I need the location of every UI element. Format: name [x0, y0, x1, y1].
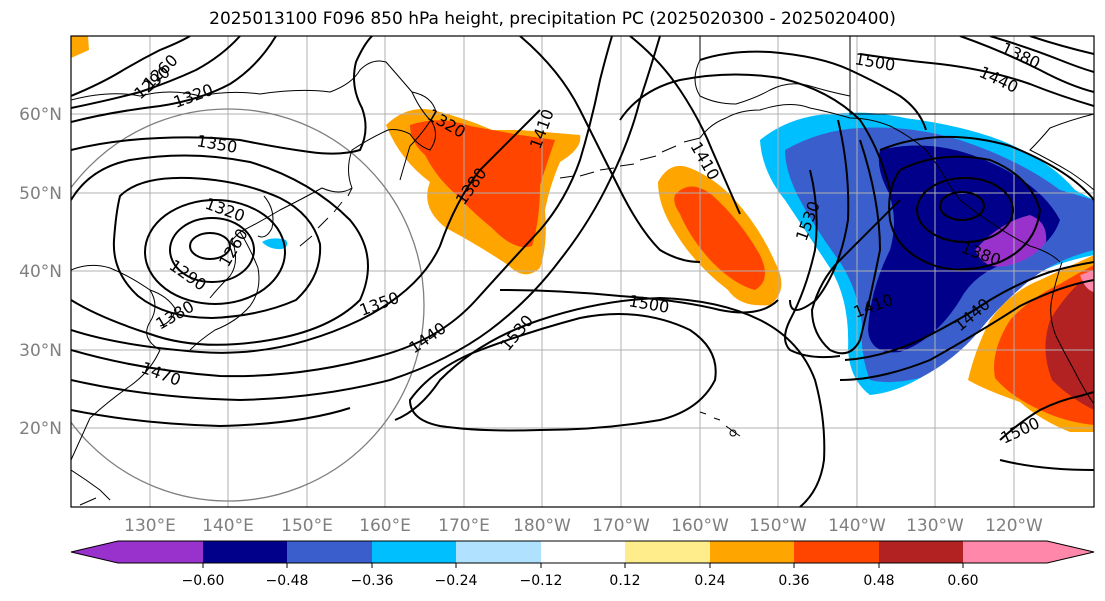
- height-contours: [71, 36, 1094, 507]
- colorbar-segment: [625, 541, 710, 563]
- lon-label: 120°W: [985, 516, 1043, 536]
- latitude-labels: 60°N 50°N 40°N 30°N 20°N: [19, 105, 62, 439]
- lon-label: 150°W: [749, 516, 807, 536]
- colorbar-outline: [70, 540, 1095, 564]
- lon-label: 170°E: [438, 516, 490, 536]
- lat-label: 30°N: [19, 341, 62, 361]
- lat-label: 50°N: [19, 184, 62, 204]
- lat-label: 40°N: [19, 262, 62, 282]
- colorbar-tick-label: 0.60: [947, 573, 978, 589]
- precip-negative-area: [868, 145, 1060, 353]
- colorbar-segment: [456, 541, 541, 563]
- map-frame: [70, 35, 1095, 508]
- colorbar-segment: [71, 541, 118, 563]
- map-area: 1260 1290 1320 1350 1320 1290 1260 1380 …: [71, 36, 1094, 507]
- map-title: 2025013100 F096 850 hPa height, precipit…: [209, 9, 896, 29]
- range-circle: [71, 108, 425, 502]
- lon-label: 130°W: [906, 516, 964, 536]
- longitude-labels: 130°E 140°E 150°E 160°E 170°E 180°W 170°…: [124, 516, 1043, 536]
- coastlines: [71, 36, 1094, 506]
- colorbar-tick-label: 0.12: [609, 573, 640, 589]
- lon-label: 170°W: [592, 516, 650, 536]
- lon-label: 160°E: [359, 516, 411, 536]
- precip-positive-area: [1045, 270, 1094, 410]
- colorbar-segment: [372, 541, 456, 563]
- colorbar-tick-label: −0.48: [266, 573, 309, 589]
- precip-positive-area: [71, 36, 89, 58]
- colorbar-segment: [794, 541, 879, 563]
- precip-positive-area: [674, 186, 765, 290]
- lon-label: 150°E: [281, 516, 333, 536]
- colorbar-tick-label: 0.36: [778, 573, 809, 589]
- colorbar-segment: [287, 541, 372, 563]
- colorbar-segment: [879, 541, 963, 563]
- colorbar-segment: [118, 541, 203, 563]
- colorbar-segment: [541, 541, 625, 563]
- lon-label: 140°W: [828, 516, 886, 536]
- precip-negative-area: [975, 215, 1047, 267]
- lat-label: 20°N: [19, 419, 62, 439]
- lon-label: 140°E: [202, 516, 254, 536]
- colorbar-tick-label: −0.12: [520, 573, 563, 589]
- colorbar-segment: [1047, 541, 1094, 563]
- lon-label: 130°E: [124, 516, 176, 536]
- lon-label: 160°W: [671, 516, 729, 536]
- colorbar-segment: [710, 541, 794, 563]
- lat-label: 60°N: [19, 105, 62, 125]
- colorbar-tick-label: 0.48: [863, 573, 894, 589]
- colorbar-segment: [203, 541, 287, 563]
- lon-label: 180°W: [513, 516, 571, 536]
- colorbar-segment: [963, 541, 1047, 563]
- colorbar-tick-label: −0.36: [351, 573, 394, 589]
- colorbar: −0.60 −0.48 −0.36 −0.24 −0.12 0.12 0.24 …: [70, 540, 1095, 589]
- colorbar-tick-label: −0.60: [182, 573, 225, 589]
- precip-negative-area: [262, 238, 288, 250]
- colorbar-tick-label: 0.24: [694, 573, 725, 589]
- precip-positive-area: [410, 120, 555, 248]
- colorbar-tick-label: −0.24: [435, 573, 478, 589]
